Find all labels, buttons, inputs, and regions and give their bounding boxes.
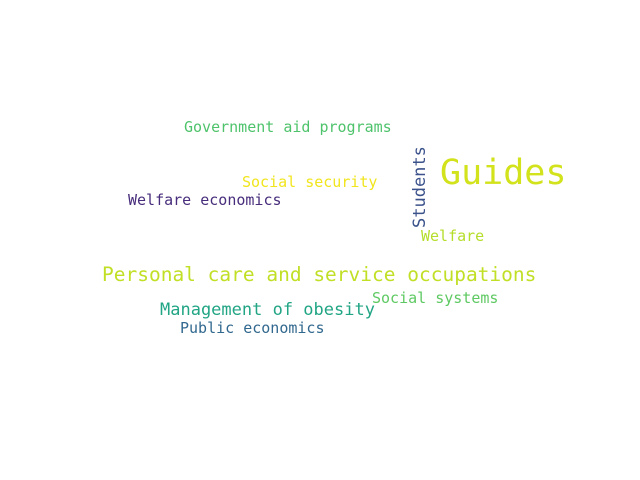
word-government-aid-programs: Government aid programs — [184, 118, 392, 136]
word-social-systems: Social systems — [372, 289, 499, 307]
word-management-of-obesity: Management of obesity — [160, 300, 375, 320]
word-personal-care-and-service-occupations: Personal care and service occupations — [102, 263, 537, 286]
word-welfare: Welfare — [421, 227, 485, 245]
word-guides: Guides — [440, 153, 567, 193]
word-social-security: Social security — [242, 173, 378, 191]
word-students: Students — [410, 146, 430, 228]
word-public-economics: Public economics — [180, 319, 325, 337]
word-welfare-economics: Welfare economics — [128, 191, 282, 209]
